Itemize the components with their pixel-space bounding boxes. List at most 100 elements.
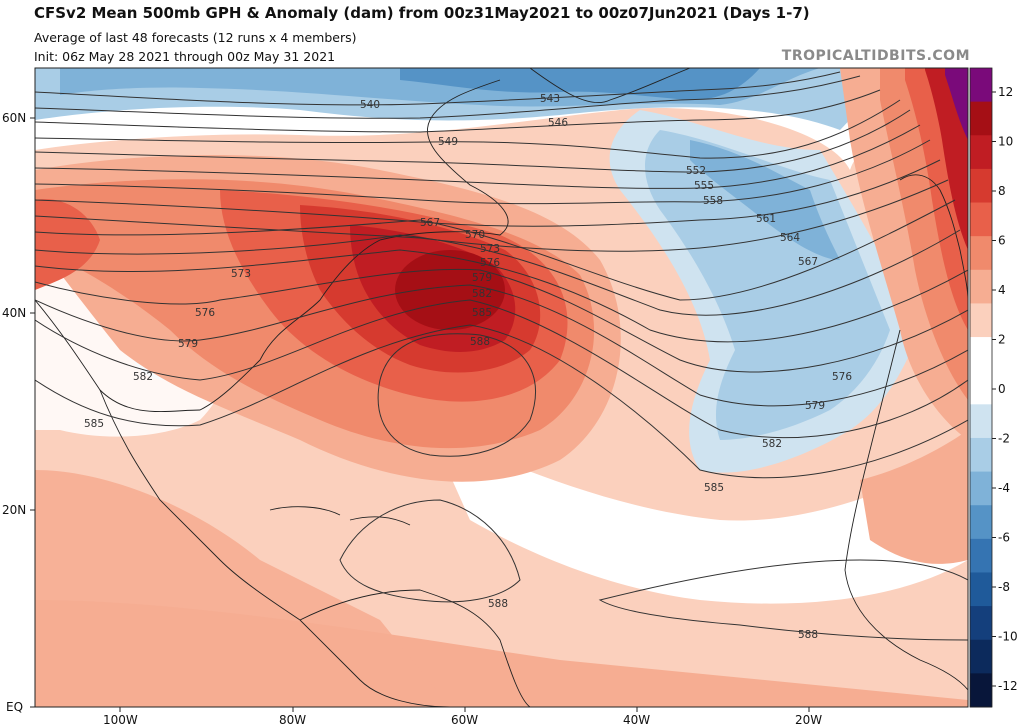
- contour-label: 579: [805, 400, 825, 412]
- contour-label: 573: [231, 268, 251, 280]
- contour-label: 579: [472, 272, 492, 284]
- anomaly-fill-layer: [35, 68, 968, 707]
- contour-540: [35, 71, 841, 106]
- contour-label: 543: [540, 93, 560, 105]
- contour-label: 567: [420, 217, 440, 229]
- contour-label: 546: [548, 117, 568, 129]
- colorbar-swatch: [970, 337, 992, 372]
- colorbar-swatch: [970, 202, 992, 237]
- colorbar: [970, 68, 992, 708]
- colorbar-swatch: [970, 673, 992, 708]
- contour-558: [35, 139, 931, 205]
- map-frame: [34, 67, 969, 708]
- contour-552: [35, 109, 911, 173]
- north-america-coast: [35, 79, 509, 413]
- contour-567: [35, 199, 956, 301]
- colorbar-swatch: [970, 68, 992, 103]
- colorbar-swatch: [970, 168, 992, 204]
- contour-582: [35, 299, 968, 439]
- anomaly-europe-l4: [925, 68, 968, 250]
- contour-label: 549: [438, 136, 458, 148]
- contour-573: [35, 249, 968, 343]
- contour-label: 588: [488, 598, 508, 610]
- map-subtitle-init: Init: 06z May 28 2021 through 00z May 31…: [34, 49, 336, 64]
- contour-label: 585: [472, 307, 492, 319]
- anomaly-africa: [860, 430, 968, 564]
- contour-label: 576: [832, 371, 852, 383]
- colorbar-tick-label: -8: [998, 580, 1010, 594]
- height-contours: [35, 71, 968, 641]
- colorbar-tick-label: -4: [998, 481, 1010, 495]
- lon-label-40w: 40W: [623, 713, 650, 727]
- colorbar-swatch: [970, 639, 992, 674]
- colorbar-ticks: 12 10 8 6 4 2 0 -2 -4 -6 -8 -10 -12: [992, 85, 1018, 693]
- lon-label-100w: 100W: [103, 713, 138, 727]
- contour-570: [35, 229, 961, 316]
- anomaly-west-edge: [35, 199, 100, 290]
- contour-label: 576: [195, 307, 215, 319]
- colorbar-tick-label: -2: [998, 432, 1010, 446]
- lon-label-20w: 20W: [795, 713, 822, 727]
- contour-label: 540: [360, 99, 380, 111]
- colorbar-tick-label: 8: [998, 184, 1006, 198]
- colorbar-swatch: [970, 505, 992, 540]
- contour-555: [35, 124, 921, 189]
- contour-561: [35, 159, 941, 227]
- greenland-coast: [529, 68, 691, 104]
- contour-label: 552: [686, 165, 706, 177]
- colorbar-tick-label: 0: [998, 382, 1006, 396]
- europe-coast: [899, 174, 968, 301]
- anomaly-europe-peak: [945, 68, 968, 140]
- colorbar-frame: [969, 67, 993, 708]
- contour-label: 582: [133, 371, 153, 383]
- contour-579: [35, 284, 968, 407]
- lon-label-60w: 60W: [451, 713, 478, 727]
- contour-546: [35, 89, 881, 133]
- contour-label: 570: [465, 229, 485, 241]
- contour-label: 579: [178, 338, 198, 350]
- colorbar-swatch: [970, 404, 992, 439]
- colorbar-swatch: [970, 269, 992, 304]
- contour-543: [35, 75, 861, 119]
- lat-label-40n: 40N: [2, 306, 26, 320]
- colorbar-swatch: [970, 370, 992, 405]
- colorbar-tick-label: 12: [998, 85, 1013, 99]
- colorbar-swatch: [970, 135, 992, 170]
- colorbar-tick-label: 4: [998, 283, 1006, 297]
- contour-label: 585: [84, 418, 104, 430]
- contour-label: 573: [480, 243, 500, 255]
- colorbar-swatch: [970, 303, 992, 338]
- contour-588-ridge: [377, 333, 537, 457]
- contour-549: [35, 99, 901, 159]
- contour-label: 588: [470, 336, 490, 348]
- lat-axis: 60N 40N 20N EQ: [2, 111, 35, 714]
- contour-label: 588: [798, 629, 818, 641]
- contour-label: 567: [798, 256, 818, 268]
- colorbar-swatch: [970, 236, 992, 271]
- lon-label-80w: 80W: [279, 713, 306, 727]
- colorbar-swatch: [970, 471, 992, 506]
- colorbar-swatch: [970, 538, 992, 573]
- contour-label: 555: [694, 180, 714, 192]
- credit-watermark: TROPICALTIDBITS.COM: [781, 48, 970, 64]
- contour-label: 585: [704, 482, 724, 494]
- colorbar-tick-label: 2: [998, 333, 1006, 347]
- colorbar-tick-label: -6: [998, 531, 1010, 545]
- contour-564: [35, 179, 949, 252]
- anomaly-central-america: [35, 470, 450, 707]
- colorbar-tick-label: 6: [998, 234, 1006, 248]
- colorbar-tick-label: -10: [998, 630, 1018, 644]
- map-subtitle-runs: Average of last 48 forecasts (12 runs x …: [34, 30, 357, 45]
- colorbar-tick-label: -12: [998, 679, 1018, 693]
- colorbar-swatch: [970, 101, 992, 136]
- contour-585: [35, 324, 968, 479]
- lat-label-60n: 60N: [2, 111, 26, 125]
- map-title: CFSv2 Mean 500mb GPH & Anomaly (dam) fro…: [34, 4, 810, 22]
- anomaly-trough-inner: [690, 140, 840, 260]
- contour-576: [35, 268, 968, 373]
- lon-axis: 100W 80W 60W 40W 20W: [103, 707, 822, 727]
- contour-label: 576: [480, 257, 500, 269]
- lat-label-eq: EQ: [6, 700, 23, 714]
- contour-label: 564: [780, 232, 800, 244]
